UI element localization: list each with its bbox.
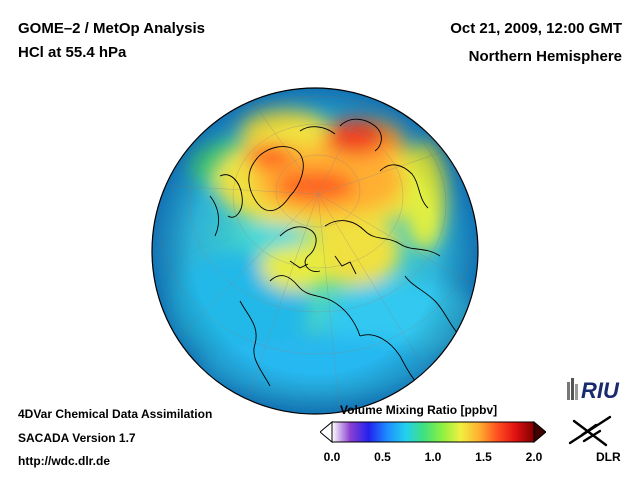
colorbar-tick-label: 0.5 [374,450,391,464]
map-title: GOME–2 / MetOp Analysis [18,20,205,37]
hemisphere-globe [151,87,479,415]
map-subtitle: HCl at 55.4 hPa [18,44,127,61]
colorbar-ramp [331,421,535,443]
colorbar-high-arrow [533,420,546,444]
region-label: Northern Hemisphere [468,48,622,65]
colorbar-label: Volume Mixing Ratio [ppbv] [340,403,498,417]
riu-logo: RIU [567,378,620,403]
footer-url[interactable]: http://wdc.dlr.de [18,454,110,468]
colorbar-low-arrow [320,420,333,444]
dlr-logo: DLR [568,415,621,464]
colorbar [320,420,546,444]
colorbar-tick-label: 1.0 [424,450,442,464]
footer-version: SACADA Version 1.7 [18,431,136,445]
footer-method: 4DVar Chemical Data Assimilation [18,407,213,421]
colorbar-tick-label: 1.5 [475,450,492,464]
dlr-logo-text: DLR [596,450,621,464]
colorbar-tick-label: 2.0 [525,450,543,464]
analysis-date: Oct 21, 2009, 12:00 GMT [450,20,622,37]
colorbar-tick-label: 0.0 [323,450,341,464]
riu-logo-text: RIU [581,378,620,403]
